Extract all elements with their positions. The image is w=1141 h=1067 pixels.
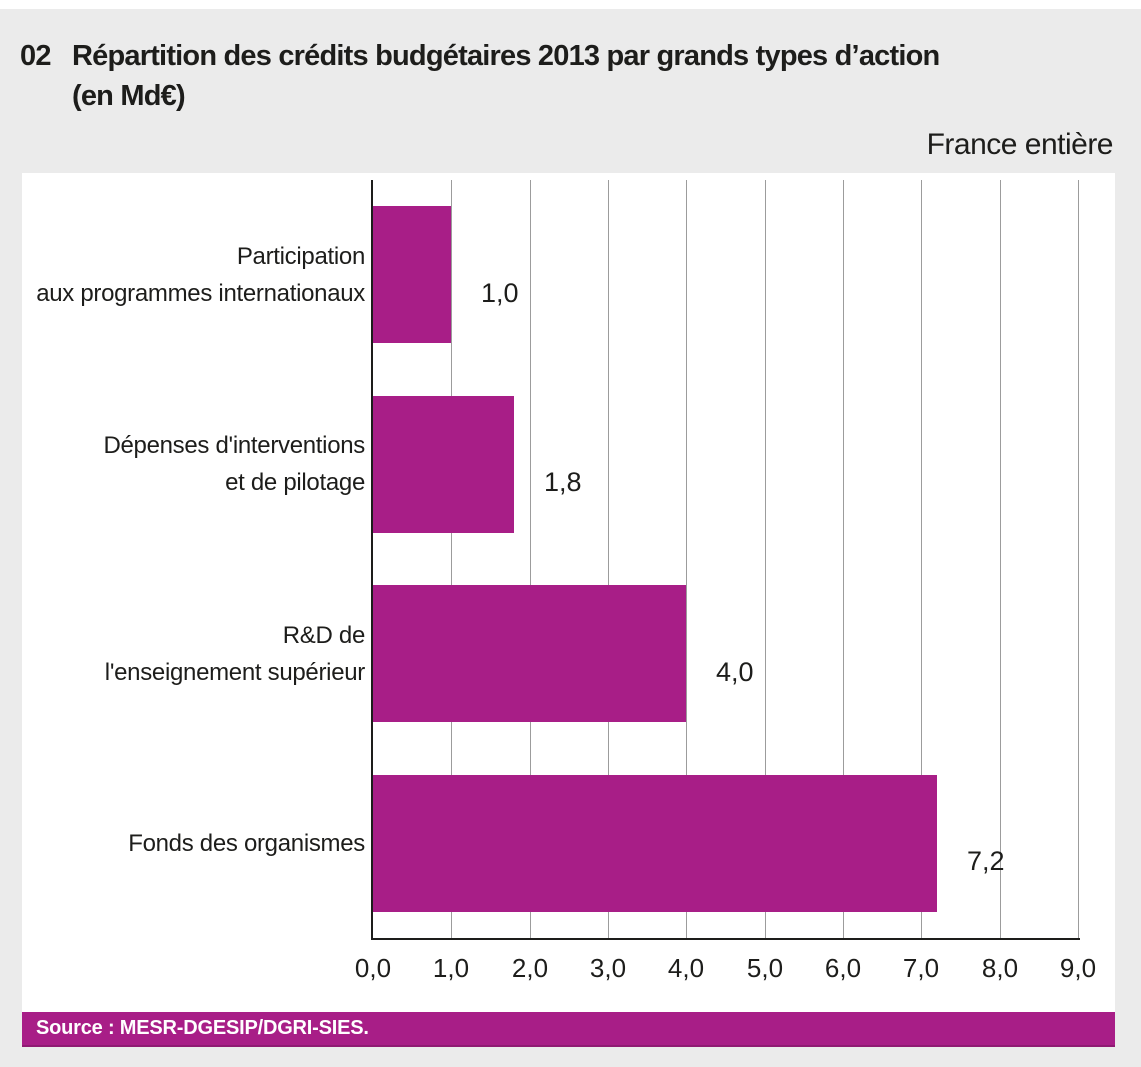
bar bbox=[373, 396, 514, 533]
figure-title-line2: (en Md€) bbox=[72, 80, 186, 112]
bar bbox=[373, 775, 937, 912]
source-text: Source : MESR-DGESIP/DGRI-SIES. bbox=[36, 1017, 369, 1039]
source-bar: Source : MESR-DGESIP/DGRI-SIES. bbox=[22, 1012, 1115, 1047]
x-tick-label: 9,0 bbox=[1059, 953, 1097, 983]
bar-value-label: 4,0 bbox=[716, 657, 754, 687]
x-tick-label: 7,0 bbox=[902, 953, 940, 983]
gridline bbox=[608, 180, 609, 938]
category-label-line: Participation bbox=[236, 243, 365, 270]
figure-title-line1: Répartition des crédits budgétaires 2013… bbox=[72, 40, 940, 72]
region-note: France entière bbox=[926, 128, 1114, 161]
x-tick-label: 8,0 bbox=[981, 953, 1019, 983]
x-tick-label: 1,0 bbox=[432, 953, 470, 983]
gridline bbox=[921, 180, 922, 938]
category-label-line: R&D de bbox=[282, 622, 366, 649]
gridline bbox=[686, 180, 687, 938]
x-tick-label: 5,0 bbox=[746, 953, 784, 983]
figure-title: Répartition des crédits budgétaires 2013… bbox=[72, 36, 940, 116]
category-label: Dépenses d'interventions et de pilotage bbox=[103, 427, 365, 501]
gridline bbox=[1000, 180, 1001, 938]
gridline bbox=[1078, 180, 1079, 938]
category-label-line: Dépenses d'interventions bbox=[103, 432, 365, 459]
chart-panel: 1,0 Participation aux programmes internati… bbox=[22, 173, 1115, 1012]
x-tick-label: 4,0 bbox=[667, 953, 705, 983]
bar-value-label: 1,0 bbox=[481, 278, 519, 308]
top-white-strip bbox=[0, 0, 1141, 9]
x-tick-label: 3,0 bbox=[589, 953, 627, 983]
x-tick-label: 2,0 bbox=[511, 953, 549, 983]
gridline bbox=[451, 180, 452, 938]
gridline bbox=[843, 180, 844, 938]
figure-number: 02 bbox=[20, 40, 51, 72]
category-label: Fonds des organismes bbox=[128, 825, 365, 862]
x-tick-label: 6,0 bbox=[824, 953, 862, 983]
category-label: Participation aux programmes internationa… bbox=[36, 238, 365, 312]
figure-header: 02 Répartition des crédits budgétaires 2… bbox=[20, 36, 940, 116]
category-label-line: Fonds des organismes bbox=[128, 830, 365, 857]
category-label-line: aux programmes internationaux bbox=[36, 280, 365, 307]
gridline bbox=[765, 180, 766, 938]
category-label-line: l'enseignement supérieur bbox=[104, 659, 366, 686]
category-label: R&D de l'enseignement supérieur bbox=[104, 617, 366, 691]
category-label-line: et de pilotage bbox=[225, 469, 365, 496]
x-tick-label: 0,0 bbox=[354, 953, 392, 983]
bar-value-label: 7,2 bbox=[967, 846, 1005, 876]
bar-value-label: 1,8 bbox=[544, 467, 582, 497]
bar bbox=[373, 206, 451, 343]
gridline bbox=[530, 180, 531, 938]
bar bbox=[373, 585, 686, 722]
y-axis-line bbox=[371, 180, 373, 940]
x-axis-line bbox=[371, 938, 1080, 940]
